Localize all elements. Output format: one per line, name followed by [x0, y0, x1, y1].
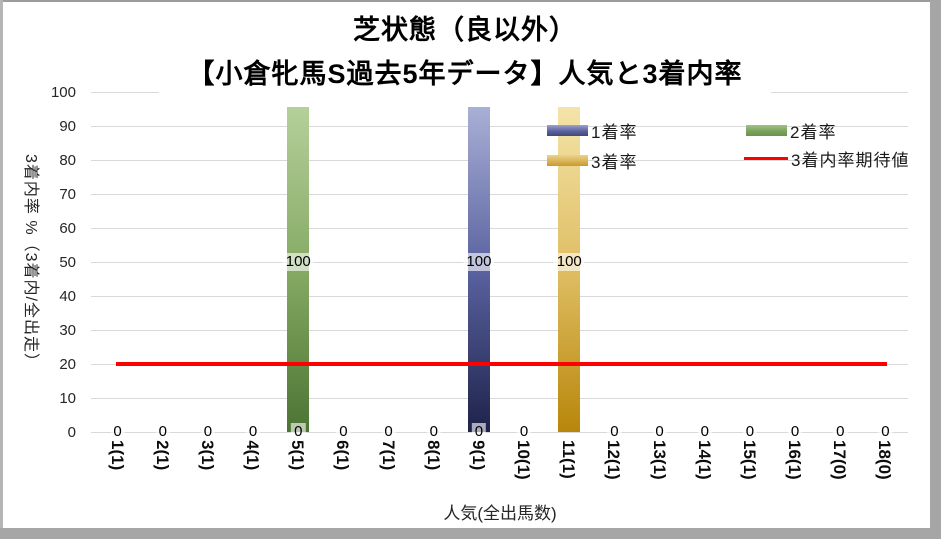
y-tick-label: 90: [59, 118, 76, 135]
x-tick-label: 6(1): [333, 440, 353, 471]
gridline: [91, 194, 908, 195]
data-label-zero: 0: [516, 423, 532, 441]
data-label-zero: 0: [652, 423, 667, 441]
gridline: [91, 330, 908, 331]
x-tick-label: 18(0): [875, 440, 895, 480]
x-tick-label: 13(1): [649, 440, 669, 480]
x-tick-label: 1(1): [107, 440, 127, 471]
data-label-zero: 0: [291, 423, 306, 441]
legend-label-expected-line: 3着内率期待値: [791, 151, 910, 170]
data-label-2着率: 100: [282, 253, 314, 271]
y-tick-label: 20: [59, 356, 76, 373]
chart-subtitle-text: 【小倉牝馬S過去5年データ】人気と3着内率: [159, 50, 771, 101]
chart-subtitle: 【小倉牝馬S過去5年データ】人気と3着内率: [0, 50, 930, 101]
data-label-3着率: 100: [553, 253, 585, 271]
x-tick-label: 8(1): [423, 440, 443, 471]
data-label-1着率: 100: [463, 253, 495, 271]
chart-title: 芝状態（良以外）: [353, 15, 577, 45]
x-tick-label: 4(1): [243, 440, 263, 471]
y-tick-label: 30: [59, 322, 76, 339]
data-label-zero: 0: [426, 423, 441, 441]
gridline: [91, 296, 908, 297]
data-label-zero: 0: [471, 423, 487, 441]
legend-item-third-rate: 3着率: [547, 148, 637, 173]
x-tick-label: 16(1): [785, 440, 805, 480]
y-tick-label: 10: [59, 390, 76, 407]
x-tick-label: 10(1): [514, 440, 534, 480]
x-tick-label: 12(1): [604, 440, 624, 480]
y-tick-label: 80: [59, 152, 76, 169]
x-tick-label: 9(1): [468, 440, 488, 471]
x-tick-label: 17(0): [830, 440, 850, 480]
y-tick-label: 50: [59, 254, 76, 271]
gridline: [91, 398, 908, 399]
legend-item-expected-line: 3着内率期待値: [744, 146, 909, 171]
gridline: [91, 160, 908, 161]
x-axis-line: [91, 432, 908, 433]
data-label-zero: 0: [110, 423, 125, 441]
data-label-zero: 0: [742, 423, 758, 441]
x-tick-label: 5(1): [288, 440, 308, 471]
legend-swatch-second-rate: [746, 125, 787, 136]
data-label-zero: 0: [833, 423, 848, 441]
x-tick-label: 15(1): [739, 440, 759, 480]
legend-item-second-rate: 2着率: [746, 118, 836, 143]
legend-label-third-rate: 3着率: [591, 153, 638, 172]
legend-swatch-win-rate: [547, 125, 588, 136]
left-border: [0, 0, 3, 539]
y-tick-label: 100: [50, 84, 76, 101]
y-tick-label: 0: [67, 424, 76, 441]
legend-label-second-rate: 2着率: [790, 123, 837, 142]
gridline: [91, 262, 908, 263]
top-border: [0, 0, 941, 2]
data-label-zero: 0: [697, 423, 712, 441]
x-tick-label: 11(1): [559, 440, 579, 479]
data-label-zero: 0: [155, 423, 170, 441]
x-tick-label: 2(1): [152, 440, 172, 471]
x-tick-label: 7(1): [378, 440, 398, 471]
data-label-zero: 0: [787, 423, 803, 441]
expected-line: [115, 362, 888, 366]
gridline: [91, 126, 908, 127]
data-label-zero: 0: [336, 423, 351, 441]
data-label-zero: 0: [607, 423, 622, 441]
bottom-border: [0, 528, 941, 539]
legend-swatch-expected-line: [744, 157, 788, 160]
data-label-zero: 0: [878, 423, 893, 441]
data-label-zero: 0: [245, 423, 261, 441]
legend-item-win-rate: 1着率: [547, 118, 637, 143]
x-tick-label: 14(1): [694, 440, 714, 480]
legend-label-win-rate: 1着率: [591, 123, 638, 142]
y-tick-label: 60: [59, 220, 76, 237]
data-label-zero: 0: [200, 423, 216, 441]
x-axis-title: 人気(全出馬数): [443, 504, 557, 523]
data-label-zero: 0: [381, 423, 396, 441]
x-tick-label: 3(1): [197, 440, 217, 471]
right-border: [930, 0, 941, 539]
y-tick-label: 70: [59, 186, 76, 203]
y-tick-label: 40: [59, 288, 76, 305]
legend-swatch-third-rate: [547, 155, 588, 166]
gridline: [91, 228, 908, 229]
